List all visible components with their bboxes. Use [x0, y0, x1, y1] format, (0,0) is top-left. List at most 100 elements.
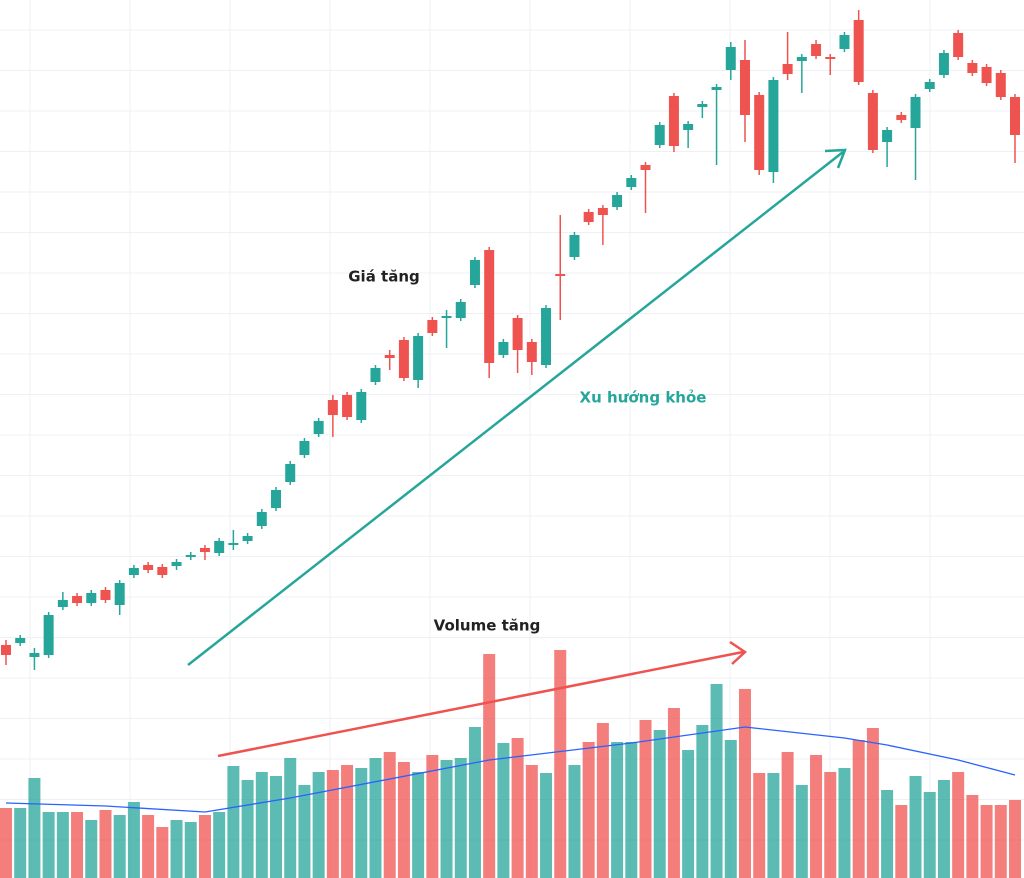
volume-bar [966, 795, 979, 878]
trend-arrow [187, 151, 844, 666]
candle-body [626, 178, 637, 187]
candle-body [938, 53, 949, 75]
volume-bar [142, 815, 155, 878]
volume-bar [412, 772, 425, 878]
candle-body [597, 208, 608, 215]
candle-body [441, 316, 452, 318]
candle-body [72, 596, 83, 603]
candle-body [754, 95, 765, 170]
candle-body [526, 342, 537, 362]
candle-body [612, 195, 623, 207]
candle-body [256, 512, 267, 526]
annotation: Volume tăng [434, 617, 541, 635]
candle-body [640, 165, 651, 170]
volume-bar [582, 742, 595, 878]
volume-bar [881, 790, 894, 878]
volume-bar [85, 820, 98, 878]
volume-bar [639, 720, 652, 878]
candle-body [427, 320, 438, 333]
candle-body [86, 593, 97, 603]
volume-ma-line [5, 726, 1016, 813]
candle-body [342, 395, 353, 417]
candle-body [299, 441, 310, 455]
volume-bar [440, 760, 453, 878]
volume-bar [326, 770, 339, 878]
candle-body [1, 645, 11, 655]
volume-bar [454, 758, 467, 878]
candle-body [29, 653, 40, 657]
volume-bar [383, 752, 396, 878]
candle-body [668, 96, 679, 146]
volume-bar [838, 768, 851, 878]
candle-body [683, 124, 694, 130]
candle-body [469, 260, 480, 285]
volume-bar [28, 778, 41, 878]
volume-bar [156, 827, 169, 878]
volume-bar [952, 772, 965, 878]
candle-body [967, 63, 978, 73]
volume-bar [767, 773, 780, 878]
candle-body [43, 615, 54, 655]
volume-bar [724, 740, 737, 878]
volume-bar [852, 740, 865, 878]
candle-body [413, 336, 424, 380]
candle-body [711, 87, 722, 90]
volume-bar [468, 727, 481, 878]
candle-body [1010, 97, 1020, 135]
volume-bar [540, 773, 553, 878]
candle-body [853, 20, 864, 82]
candle-body [455, 302, 466, 318]
candle-body [370, 368, 381, 382]
volume-bar [810, 755, 823, 878]
candle-body [327, 400, 338, 415]
volume-bar [682, 750, 695, 878]
volume-bar [0, 808, 12, 878]
candle-body [981, 67, 992, 83]
candle-body [228, 543, 239, 545]
volume-bar [99, 810, 112, 878]
trend-arrow-head [824, 148, 847, 169]
candle-body [199, 548, 210, 552]
candle-body [512, 318, 523, 350]
candle-body [100, 590, 111, 600]
annotation: Giá tăng [348, 268, 420, 286]
candle-body [697, 104, 708, 107]
volume-bar [284, 758, 297, 878]
volume-arrow [217, 650, 744, 758]
volume-bar [937, 780, 950, 878]
candle-body [541, 308, 552, 365]
volume-bar [270, 776, 283, 878]
candle-body [782, 64, 793, 74]
candle-body [15, 638, 26, 643]
candle-body [811, 44, 822, 56]
candle-body [143, 565, 154, 570]
candle-layer [1, 10, 1020, 670]
candle-body [725, 47, 736, 70]
volume-bar [625, 742, 638, 878]
volume-bar [923, 792, 936, 878]
candle-body [271, 490, 282, 508]
candle-body [555, 274, 566, 276]
candle-body [384, 355, 395, 358]
volume-bar [653, 730, 666, 878]
candle-body [498, 342, 509, 355]
volume-bar [198, 815, 211, 878]
candle-body [924, 82, 935, 89]
candle-body [57, 600, 68, 607]
volume-bar [497, 743, 510, 878]
volume-bar [341, 765, 354, 878]
candle-body [825, 57, 836, 59]
volume-bar [511, 738, 524, 878]
candle-body [739, 60, 750, 115]
volume-bar [241, 780, 254, 878]
volume-bar [483, 654, 496, 878]
candle-body [896, 115, 907, 120]
volume-bar [824, 772, 837, 878]
volume-bar [525, 765, 538, 878]
volume-bar [355, 768, 368, 878]
volume-bar [866, 728, 879, 878]
volume-bar [397, 762, 410, 878]
candle-body [214, 541, 225, 553]
volume-bar [56, 812, 69, 878]
